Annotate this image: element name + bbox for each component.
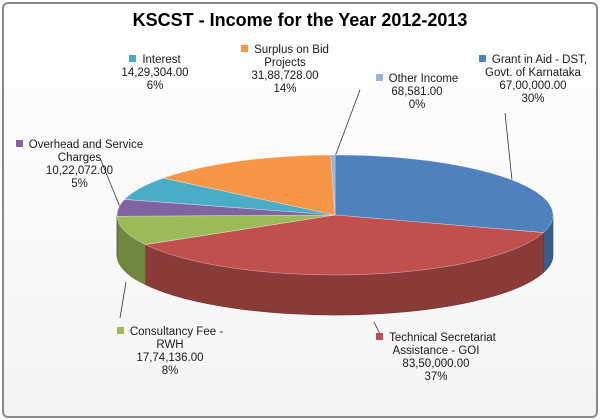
leader-line (504, 112, 513, 181)
slice-percent: 8% (161, 365, 179, 377)
label-other-income: Other Income 68,581.00 0% (362, 73, 472, 112)
slice-value: 83,50,000.00 (402, 358, 470, 370)
pie-tops (116, 154, 554, 276)
pie-slice-surplus-on-bid-projects (162, 154, 336, 216)
label-overhead: Overhead and Service Charges 10,22,072.0… (12, 139, 147, 191)
swatch-grant-in-aid (478, 55, 486, 62)
slice-value: 14,29,304.00 (121, 67, 189, 79)
slice-percent: 37% (424, 371, 448, 383)
leader-lines (99, 89, 513, 341)
slice-value: 31,88,728.00 (251, 70, 319, 82)
slice-value: 17,74,136.00 (136, 352, 204, 364)
swatch-surplus (241, 45, 249, 52)
slice-name: Surplus on Bid Projects (254, 44, 329, 69)
label-interest: Interest 14,29,304.00 6% (100, 54, 210, 93)
swatch-overhead (15, 140, 23, 147)
slice-percent: 0% (408, 99, 426, 111)
slice-name: Other Income (388, 73, 459, 85)
slice-percent: 30% (521, 93, 545, 105)
label-technical: Technical Secretariat Assistance - GOI 8… (372, 332, 500, 384)
slice-percent: 14% (273, 83, 297, 95)
swatch-technical (376, 333, 384, 340)
pie-slice-consultancy-fee-rwh (116, 214, 336, 245)
slice-name: Grant in Aid - DST, Govt. of Karnataka (485, 54, 588, 79)
label-grant-in-aid: Grant in Aid - DST, Govt. of Karnataka 6… (478, 54, 588, 106)
pie-slice-technical-secretariat-assistance-goi (144, 214, 545, 276)
slice-value: 67,00,000.00 (499, 80, 567, 92)
swatch-interest (129, 55, 137, 62)
slice-value: 10,22,072.00 (45, 165, 114, 177)
leader-line (99, 157, 123, 213)
leader-line (332, 89, 361, 163)
slice-percent: 6% (146, 80, 164, 92)
label-surplus: Surplus on Bid Projects 31,88,728.00 14% (230, 44, 340, 96)
swatch-consultancy (116, 327, 124, 334)
leader-line (119, 281, 127, 319)
chart-title: KSCST - Income for the Year 2012-2013 (132, 10, 468, 30)
swatch-other-income (375, 74, 383, 81)
slice-name: Interest (142, 54, 181, 66)
slice-name: Consultancy Fee - RWH (129, 326, 224, 351)
pie-slice-grant-in-aid-dst-govt-of-karnataka (334, 154, 554, 233)
slice-value: 68,581.00 (391, 86, 443, 98)
slice-name: Overhead and Service Charges (28, 139, 144, 164)
slice-name: Technical Secretariat Assistance - GOI (389, 332, 496, 357)
slice-percent: 5% (71, 178, 88, 190)
pie-slice-other-income (330, 154, 336, 216)
label-consultancy: Consultancy Fee - RWH 17,74,136.00 8% (115, 326, 225, 378)
